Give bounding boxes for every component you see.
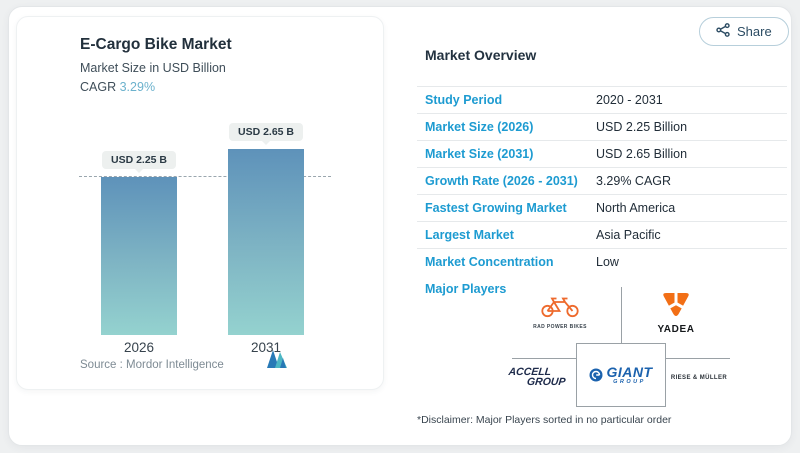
threshold-dashed-line: [79, 176, 331, 177]
bar-value-label-2026: USD 2.25 B: [101, 151, 177, 169]
overview-heading: Market Overview: [425, 47, 537, 63]
share-label: Share: [737, 24, 772, 39]
table-row: Market Concentration Low: [417, 248, 787, 275]
connector-left-line: [512, 358, 576, 359]
giant-group-logo: GIANT GROUP: [589, 363, 653, 385]
table-row: Growth Rate (2026 - 2031) 3.29% CAGR: [417, 167, 787, 194]
row-value: 2020 - 2031: [596, 93, 663, 107]
row-label: Growth Rate (2026 - 2031): [425, 174, 578, 188]
row-value: Low: [596, 255, 619, 269]
rad-power-bikes-name: RAD POWER BIKES: [533, 324, 587, 330]
table-row: Market Size (2031) USD 2.65 Billion: [417, 140, 787, 167]
row-value: North America: [596, 201, 676, 215]
connector-right-line: [666, 358, 730, 359]
giant-group-box: GIANT GROUP: [576, 343, 666, 407]
disclaimer-text: *Disclaimer: Major Players sorted in no …: [417, 414, 672, 426]
table-row: Fastest Growing Market North America: [417, 194, 787, 221]
accell-line2: GROUP: [526, 376, 567, 388]
giant-sub-name: GROUP: [613, 378, 646, 385]
source-label: Source :: [80, 359, 123, 371]
bar-value-label-2031: USD 2.65 B: [228, 123, 304, 141]
source-attribution: Source : Mordor Intelligence: [80, 359, 224, 371]
row-value: USD 2.65 Billion: [596, 147, 688, 161]
mordor-intelligence-logo-icon: [266, 349, 290, 374]
chart-title: E-Cargo Bike Market: [80, 36, 232, 53]
row-label: Market Size (2031): [425, 147, 534, 161]
bicycle-icon: [541, 297, 579, 318]
row-label: Study Period: [425, 93, 503, 107]
chart-card: [16, 16, 384, 390]
yadea-emblem-icon: [663, 291, 689, 316]
share-icon: [716, 23, 730, 40]
major-players-label: Major Players: [425, 282, 507, 296]
row-value: 3.29% CAGR: [596, 174, 672, 188]
yadea-logo: YADEA: [647, 291, 705, 335]
chart-cagr: CAGR 3.29%: [80, 80, 232, 94]
riese-muller-logo: RIESE & MÜLLER: [670, 375, 728, 381]
row-label: Market Concentration: [425, 255, 554, 269]
table-row: Largest Market Asia Pacific: [417, 221, 787, 248]
row-label: Market Size (2026): [425, 120, 534, 134]
table-row: Study Period 2020 - 2031: [417, 86, 787, 113]
bar-chart-plot: USD 2.25 B USD 2.65 B: [79, 120, 331, 335]
giant-g-icon: [589, 368, 603, 382]
table-row: Market Size (2026) USD 2.25 Billion: [417, 113, 787, 140]
row-value: USD 2.25 Billion: [596, 120, 688, 134]
overview-table: Study Period 2020 - 2031 Market Size (20…: [417, 86, 787, 275]
chart-subtitle: Market Size in USD Billion: [80, 61, 226, 75]
chart-header: E-Cargo Bike Market Market Size in USD B…: [80, 36, 232, 94]
x-axis-label-2026: 2026: [123, 340, 155, 355]
connector-vertical-line: [621, 287, 622, 343]
x-axis-label-2031: 2031: [250, 340, 282, 355]
bar-2031: [228, 149, 304, 335]
accell-group-logo: ACCELL GROUP: [507, 366, 573, 388]
row-label: Fastest Growing Market: [425, 201, 567, 215]
row-label: Largest Market: [425, 228, 514, 242]
share-button[interactable]: Share: [699, 17, 789, 46]
rad-power-bikes-logo: RAD POWER BIKES: [527, 294, 593, 330]
giant-name: GIANT: [606, 363, 653, 380]
cagr-value: 3.29%: [119, 80, 156, 94]
bar-2026: [101, 177, 177, 335]
source-name: Mordor Intelligence: [126, 359, 224, 371]
cagr-label: CAGR: [80, 80, 117, 94]
row-value: Asia Pacific: [596, 228, 661, 242]
yadea-name: YADEA: [657, 324, 695, 335]
bar-group-2026: USD 2.25 B: [101, 151, 177, 335]
bar-group-2031: USD 2.65 B: [228, 123, 304, 335]
